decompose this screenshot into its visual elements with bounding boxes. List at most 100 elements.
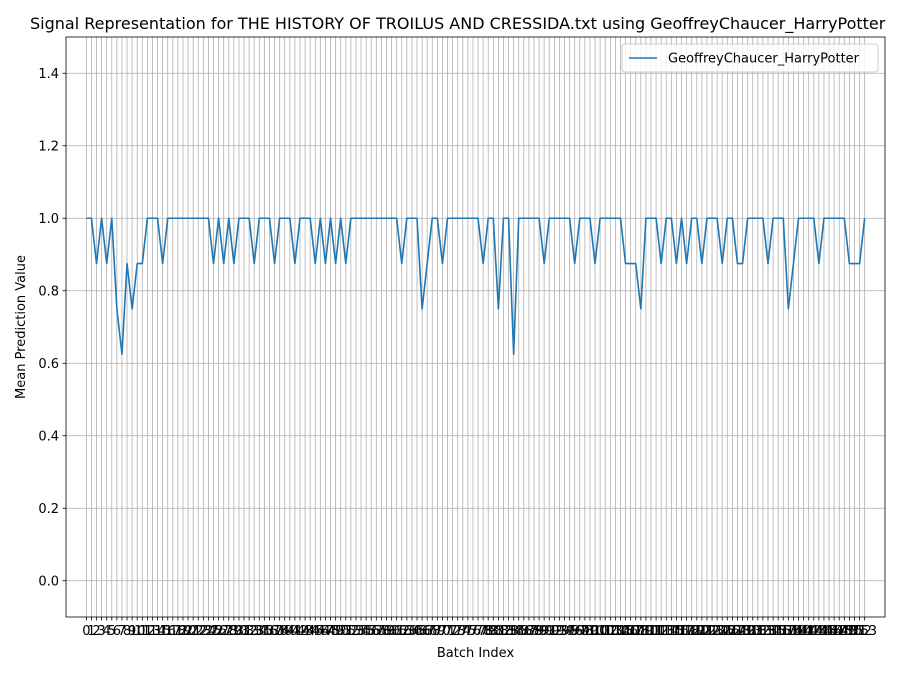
x-tick-label: 111 xyxy=(639,624,664,639)
x-tick-label: 48 xyxy=(322,624,339,639)
x-tick-label: 50 xyxy=(332,624,349,639)
x-tick-label: 150 xyxy=(837,624,862,639)
x-tick-label: 58 xyxy=(373,624,390,639)
x-tick-label: 24 xyxy=(200,624,217,639)
x-tick-label: 108 xyxy=(623,624,648,639)
x-tick-label: 47 xyxy=(317,624,334,639)
x-tick-label: 91 xyxy=(541,624,558,639)
x-tick-label: 4 xyxy=(103,624,111,639)
x-tick-label: 3 xyxy=(97,624,105,639)
x-tick-label: 130 xyxy=(735,624,760,639)
x-tick-label: 98 xyxy=(577,624,594,639)
x-tick-label: 114 xyxy=(654,624,679,639)
x-tick-label: 51 xyxy=(338,624,355,639)
x-tick-label: 7 xyxy=(118,624,126,639)
x-tick-label: 147 xyxy=(822,624,847,639)
x-tick-label: 60 xyxy=(383,624,400,639)
x-tick-label: 13 xyxy=(144,624,161,639)
chart-title: Signal Representation for THE HISTORY OF… xyxy=(30,14,886,34)
x-tick-label: 37 xyxy=(266,624,283,639)
x-tick-label: 144 xyxy=(806,624,831,639)
x-tick-label: 78 xyxy=(475,624,492,639)
x-tick-label: 36 xyxy=(261,624,278,639)
legend: GeoffreyChaucer_HarryPotter xyxy=(621,43,879,73)
x-tick-label: 43 xyxy=(297,624,314,639)
x-tick-label: 32 xyxy=(241,624,258,639)
x-tick-label: 99 xyxy=(582,624,599,639)
x-tick-label: 143 xyxy=(801,624,826,639)
x-tick-label: 120 xyxy=(684,624,709,639)
x-tick-label: 22 xyxy=(190,624,207,639)
axes-frame xyxy=(65,36,886,618)
x-tick-label: 100 xyxy=(583,624,608,639)
x-tick-label: 34 xyxy=(251,624,268,639)
x-tick-label: 28 xyxy=(221,624,238,639)
x-tick-label: 81 xyxy=(490,624,507,639)
x-tick-label: 17 xyxy=(165,624,182,639)
y-tick-label: 0.8 xyxy=(38,284,59,299)
x-tick-label: 128 xyxy=(725,624,750,639)
x-tick-label: 94 xyxy=(556,624,573,639)
x-tick-label: 116 xyxy=(664,624,689,639)
x-tick-label: 109 xyxy=(628,624,653,639)
x-tick-label: 106 xyxy=(613,624,638,639)
x-tick-label: 104 xyxy=(603,624,628,639)
x-tick-label: 56 xyxy=(363,624,380,639)
x-tick-label: 139 xyxy=(781,624,806,639)
x-tick-label: 127 xyxy=(720,624,745,639)
x-tick-label: 138 xyxy=(776,624,801,639)
x-tick-label: 92 xyxy=(546,624,563,639)
x-tick-label: 41 xyxy=(287,624,304,639)
x-tick-label: 9 xyxy=(128,624,136,639)
x-tick-label: 71 xyxy=(439,624,456,639)
x-tick-label: 107 xyxy=(618,624,643,639)
x-tick-label: 132 xyxy=(745,624,770,639)
x-tick-label: 135 xyxy=(761,624,786,639)
x-tick-label: 64 xyxy=(404,624,421,639)
x-tick-label: 63 xyxy=(399,624,416,639)
x-tick-label: 1 xyxy=(87,624,95,639)
x-tick-label: 29 xyxy=(226,624,243,639)
x-tick-label: 18 xyxy=(170,624,187,639)
x-tick-label: 103 xyxy=(598,624,623,639)
x-tick-label: 38 xyxy=(271,624,288,639)
x-tick-label: 82 xyxy=(495,624,512,639)
x-tick-label: 84 xyxy=(505,624,522,639)
x-tick-label: 23 xyxy=(195,624,212,639)
y-tick-label: 0.4 xyxy=(38,429,59,444)
x-tick-label: 110 xyxy=(633,624,658,639)
x-tick-label: 115 xyxy=(659,624,684,639)
x-tick-label: 49 xyxy=(327,624,344,639)
x-tick-label: 42 xyxy=(292,624,309,639)
x-tick-label: 131 xyxy=(740,624,765,639)
x-tick-label: 27 xyxy=(215,624,232,639)
legend-label: GeoffreyChaucer_HarryPotter xyxy=(668,52,860,67)
x-tick-label: 148 xyxy=(827,624,852,639)
x-tick-label: 19 xyxy=(175,624,192,639)
x-tick-label: 105 xyxy=(608,624,633,639)
x-ticks: 0123456789101112131415161718192021222324… xyxy=(82,617,877,639)
x-tick-label: 119 xyxy=(679,624,704,639)
x-tick-label: 136 xyxy=(766,624,791,639)
x-tick-label: 117 xyxy=(669,624,694,639)
x-tick-label: 141 xyxy=(791,624,816,639)
x-tick-label: 40 xyxy=(282,624,299,639)
x-tick-label: 142 xyxy=(796,624,821,639)
x-tick-label: 69 xyxy=(429,624,446,639)
x-tick-label: 87 xyxy=(521,624,538,639)
x-tick-label: 45 xyxy=(307,624,324,639)
x-tick-label: 125 xyxy=(710,624,735,639)
x-tick-label: 124 xyxy=(705,624,730,639)
x-tick-label: 5 xyxy=(108,624,116,639)
x-tick-label: 12 xyxy=(139,624,156,639)
x-tick-label: 90 xyxy=(536,624,553,639)
x-tick-label: 65 xyxy=(409,624,426,639)
x-tick-label: 8 xyxy=(123,624,131,639)
y-axis-label: Mean Prediction Value xyxy=(14,255,29,399)
x-tick-label: 122 xyxy=(695,624,720,639)
x-tick-label: 93 xyxy=(551,624,568,639)
x-tick-label: 118 xyxy=(674,624,699,639)
x-tick-label: 129 xyxy=(730,624,755,639)
x-tick-label: 95 xyxy=(561,624,578,639)
x-tick-label: 72 xyxy=(444,624,461,639)
